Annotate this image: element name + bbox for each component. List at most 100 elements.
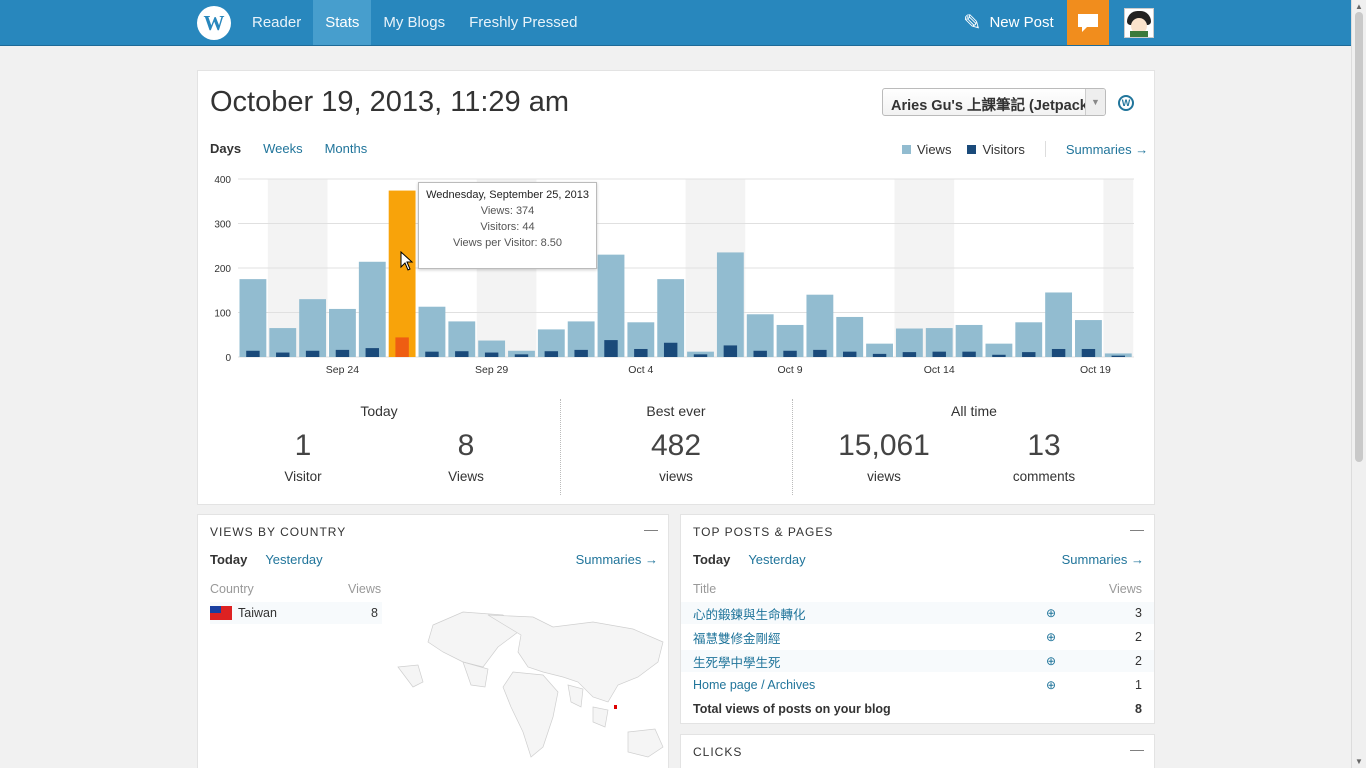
best-ever-heading: Best ever	[646, 403, 706, 419]
visitors-bar	[634, 348, 648, 357]
views-bar	[716, 252, 744, 357]
tooltip-views-per-visitor: Views per Visitor: 8.50	[452, 237, 563, 249]
panel-title: CLICKS	[693, 745, 743, 759]
summaries-link[interactable]: Summaries →	[1065, 141, 1149, 157]
tooltip-views: Views: 374	[480, 205, 535, 217]
all-time-comments-value: 13	[1027, 429, 1061, 462]
scroll-up-icon[interactable]: ▲	[1355, 2, 1363, 11]
visitors-bar	[663, 342, 678, 357]
x-tick-label: Sep 24	[326, 364, 359, 376]
nav-freshly-pressed[interactable]: Freshly Pressed	[469, 14, 578, 31]
post-row: Home page / Archives ⊕ 1	[681, 674, 1154, 696]
summaries-link[interactable]: Summaries →	[575, 552, 658, 567]
post-link[interactable]: 心的鍛鍊與生命轉化	[693, 607, 806, 622]
visitors-bar	[335, 349, 350, 357]
post-link[interactable]: 生死學中學生死	[693, 655, 781, 670]
summaries-link[interactable]: Summaries →	[1061, 552, 1144, 567]
visitors-bar	[484, 352, 499, 357]
tab-months[interactable]: Months	[324, 141, 368, 156]
views-bar	[239, 279, 267, 357]
page-scrollbar[interactable]: ▲ ▼	[1351, 0, 1366, 768]
world-map[interactable]	[393, 607, 668, 768]
visitors-bar	[305, 350, 320, 357]
visitors-bar	[1081, 348, 1096, 357]
x-tick-label: Oct 14	[924, 364, 955, 376]
tab-yesterday[interactable]: Yesterday	[265, 552, 323, 567]
notifications-button[interactable]	[1067, 0, 1109, 45]
views-bar	[836, 316, 864, 357]
post-views: 2	[1135, 654, 1142, 668]
post-link[interactable]: Home page / Archives	[693, 678, 816, 692]
nav-stats[interactable]: Stats	[313, 0, 372, 45]
post-row: 心的鍛鍊與生命轉化 ⊕ 3	[681, 602, 1154, 624]
collapse-icon[interactable]: —	[1130, 521, 1144, 537]
collapse-icon[interactable]: —	[1130, 741, 1144, 757]
tab-today[interactable]: Today	[693, 552, 731, 567]
chevron-down-icon[interactable]: ▼	[1085, 89, 1105, 115]
total-value: 8	[1135, 702, 1142, 716]
country-row[interactable]: Taiwan 8	[210, 602, 382, 624]
views-bar	[1104, 353, 1132, 357]
visitors-bar	[992, 354, 1006, 357]
avatar[interactable]	[1124, 8, 1154, 38]
period-tabs: Days Weeks Months	[210, 141, 367, 156]
stats-card: October 19, 2013, 11:29 am Aries Gu's 上課…	[197, 70, 1155, 505]
wordpress-logo-icon[interactable]: W	[197, 6, 231, 40]
today-visitors-value: 1	[294, 429, 312, 462]
visitors-bar	[514, 354, 529, 357]
collapse-icon[interactable]: —	[644, 521, 658, 537]
total-row: Total views of posts on your blog 8	[681, 698, 1154, 720]
tab-days[interactable]: Days	[210, 141, 242, 156]
new-post-button[interactable]: ✎ New Post	[963, 0, 1054, 45]
views-bar	[597, 254, 625, 357]
all-time-views-label: views	[867, 469, 901, 484]
zoom-icon[interactable]: ⊕	[1046, 654, 1057, 668]
visitors-bar	[395, 337, 409, 357]
tooltip-visitors: Visitors: 44	[480, 221, 535, 233]
clicks-panel: CLICKS —	[680, 734, 1155, 768]
best-ever-label: views	[659, 469, 693, 484]
nav-my-blogs[interactable]: My Blogs	[383, 14, 446, 31]
post-row: 生死學中學生死 ⊕ 2	[681, 650, 1154, 672]
mouse-cursor-icon	[400, 251, 414, 271]
scroll-down-icon[interactable]: ▼	[1355, 757, 1363, 766]
col-title: Title	[693, 582, 717, 596]
summary-stats: Today 1 Visitor 8 Views Best ever 482 vi…	[198, 399, 1156, 499]
tab-today[interactable]: Today	[210, 552, 248, 567]
all-time-comments-label: comments	[1012, 469, 1076, 484]
views-bar	[388, 190, 416, 357]
y-tick-label: 400	[214, 175, 231, 186]
x-tick-label: Oct 4	[628, 364, 653, 376]
post-row: 福慧雙修金剛經 ⊕ 2	[681, 626, 1154, 648]
nav-reader[interactable]: Reader	[252, 14, 302, 31]
country-name: Taiwan	[238, 606, 277, 620]
blog-select-value: Aries Gu's 上課筆記 (Jetpack)	[891, 98, 1093, 114]
blog-select[interactable]: Aries Gu's 上課筆記 (Jetpack) ▼	[882, 88, 1106, 116]
today-visitors-label: Visitor	[284, 469, 322, 484]
y-tick-label: 200	[214, 264, 231, 275]
stats-chart: 0 100 200 300 400 Sep 24 Sep 29 Oct 4 Oct 9 Oct 1…	[214, 175, 1134, 376]
zoom-icon[interactable]: ⊕	[1046, 606, 1057, 620]
post-link[interactable]: 福慧雙修金剛經	[693, 631, 781, 646]
scrollbar-thumb[interactable]	[1355, 12, 1363, 462]
views-bar	[269, 328, 297, 357]
visitors-bar	[365, 348, 379, 357]
y-tick-label: 300	[214, 220, 231, 231]
views-bar	[806, 294, 834, 357]
visitors-bar	[276, 352, 290, 357]
zoom-icon[interactable]: ⊕	[1046, 630, 1057, 644]
tab-weeks[interactable]: Weeks	[263, 141, 303, 156]
views-bar	[418, 306, 446, 357]
zoom-icon[interactable]: ⊕	[1046, 678, 1057, 692]
pencil-icon: ✎	[963, 9, 982, 35]
views-swatch	[902, 144, 911, 154]
wordpress-small-icon[interactable]: W	[1118, 95, 1134, 111]
visitors-bar	[693, 354, 708, 357]
col-country: Country	[210, 582, 254, 596]
tooltip-date: Wednesday, September 25, 2013	[426, 189, 589, 201]
tab-yesterday[interactable]: Yesterday	[748, 552, 806, 567]
x-tick-label: Oct 19	[1080, 364, 1111, 376]
chart-legend: Views Visitors Summaries →	[902, 141, 1148, 157]
y-tick-label: 0	[225, 353, 231, 364]
views-bar	[1045, 292, 1073, 357]
